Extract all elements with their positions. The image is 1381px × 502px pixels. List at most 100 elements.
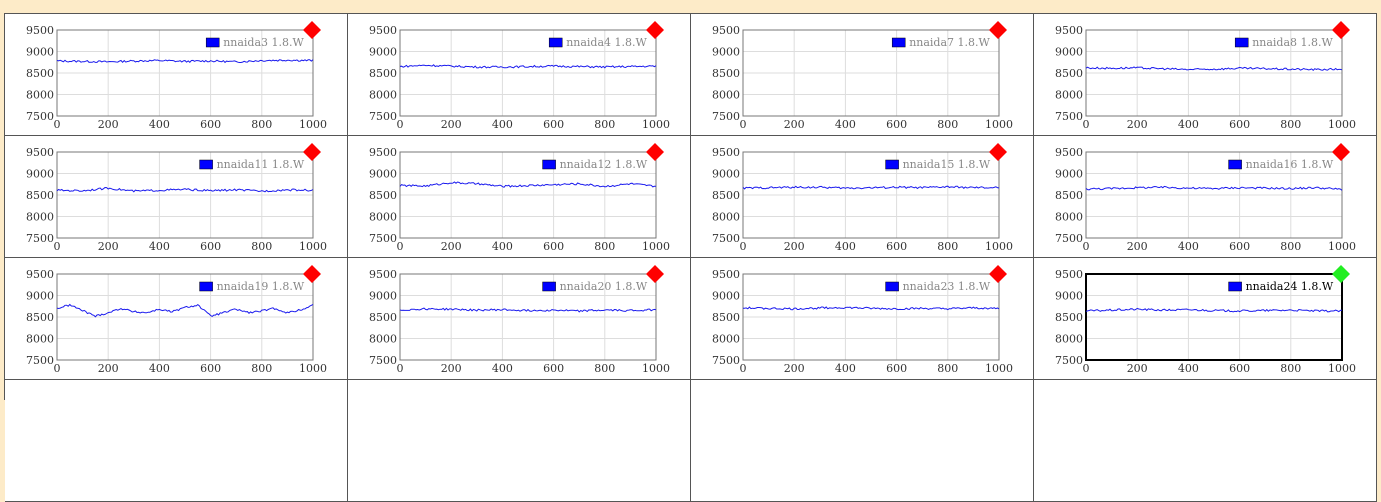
y-tick-label: 8500 xyxy=(1055,67,1083,80)
top-band xyxy=(0,0,1381,13)
series-line xyxy=(742,185,1000,190)
status-diamond-icon[interactable] xyxy=(303,21,321,39)
chart-panel[interactable]: 9500 9000 8500 8000 7500 0 200 400 600 800 1000 nna… xyxy=(5,258,348,380)
x-tick-label: 800 xyxy=(251,240,272,253)
y-tick-label: 9000 xyxy=(26,290,54,303)
chart-panel[interactable]: 9500 9000 8500 8000 7500 0 200 400 600 800 1000 nna… xyxy=(691,136,1034,258)
chart-panel[interactable]: 9500 9000 8500 8000 7500 0 200 400 600 800 1000 nna… xyxy=(348,14,691,136)
x-tick-label: 200 xyxy=(441,118,462,131)
status-diamond-icon[interactable] xyxy=(989,143,1007,161)
y-tick-label: 7500 xyxy=(712,232,740,245)
x-tick-label: 600 xyxy=(543,118,564,131)
chart-panel[interactable]: 9500 9000 8500 8000 7500 0 200 400 600 800 1000 nna… xyxy=(1034,14,1377,136)
x-tick-label: 600 xyxy=(200,362,221,375)
y-tick-label: 9000 xyxy=(1055,168,1083,181)
x-tick-label: 1000 xyxy=(1328,118,1356,131)
x-tick-label: 1000 xyxy=(642,362,670,375)
legend-label: nnaida24 1.8.W xyxy=(1246,280,1334,293)
x-tick-label: 600 xyxy=(1229,362,1250,375)
x-tick-label: 600 xyxy=(886,362,907,375)
y-tick-label: 9500 xyxy=(712,268,740,281)
y-tick-label: 7500 xyxy=(369,110,397,123)
x-tick-label: 1000 xyxy=(1328,240,1356,253)
y-tick-label: 9000 xyxy=(26,168,54,181)
x-tick-label: 1000 xyxy=(299,362,327,375)
series-line xyxy=(399,64,657,69)
y-tick-label: 9500 xyxy=(26,268,54,281)
chart-panel[interactable]: 9500 9000 8500 8000 7500 0 200 400 600 800 1000 nna… xyxy=(348,258,691,380)
plot-frame xyxy=(56,273,314,361)
series-line xyxy=(56,303,314,318)
x-tick-label: 200 xyxy=(98,240,119,253)
status-diamond-icon[interactable] xyxy=(303,143,321,161)
status-diamond-icon[interactable] xyxy=(646,21,664,39)
y-tick-label: 8500 xyxy=(369,311,397,324)
y-tick-label: 9500 xyxy=(369,146,397,159)
x-tick-label: 800 xyxy=(594,240,615,253)
y-tick-label: 8000 xyxy=(369,211,397,224)
y-tick-label: 9000 xyxy=(369,46,397,59)
x-tick-label: 800 xyxy=(1280,118,1301,131)
chart-panel[interactable]: 9500 9000 8500 8000 7500 0 200 400 600 800 1000 nna… xyxy=(5,14,348,136)
x-tick-label: 600 xyxy=(543,362,564,375)
x-tick-label: 600 xyxy=(886,240,907,253)
status-diamond-icon[interactable] xyxy=(989,21,1007,39)
status-diamond-icon[interactable] xyxy=(989,265,1007,283)
x-tick-label: 800 xyxy=(1280,240,1301,253)
status-diamond-icon[interactable] xyxy=(1332,143,1350,161)
x-tick-label: 200 xyxy=(784,118,805,131)
status-diamond-icon[interactable] xyxy=(646,143,664,161)
status-diamond-icon[interactable] xyxy=(1332,265,1350,283)
x-tick-label: 400 xyxy=(1178,362,1199,375)
y-tick-label: 8500 xyxy=(26,189,54,202)
chart-panel[interactable]: 9500 9000 8500 8000 7500 0 200 400 600 800 1000 nna… xyxy=(1034,258,1377,380)
x-tick-label: 600 xyxy=(1229,118,1250,131)
x-tick-label: 600 xyxy=(1229,240,1250,253)
y-tick-label: 7500 xyxy=(712,110,740,123)
y-tick-label: 8000 xyxy=(26,333,54,346)
status-diamond-icon[interactable] xyxy=(303,265,321,283)
x-tick-label: 0 xyxy=(54,362,61,375)
x-tick-label: 400 xyxy=(1178,240,1199,253)
y-tick-label: 7500 xyxy=(712,354,740,367)
legend-swatch xyxy=(199,281,213,292)
x-tick-label: 400 xyxy=(492,240,513,253)
legend-swatch xyxy=(885,159,899,170)
x-tick-label: 1000 xyxy=(985,240,1013,253)
series-line xyxy=(56,186,314,193)
series-line xyxy=(399,181,657,188)
y-tick-label: 8000 xyxy=(1055,333,1083,346)
y-tick-label: 8500 xyxy=(712,67,740,80)
x-tick-label: 400 xyxy=(835,240,856,253)
empty-chart-panel xyxy=(1034,380,1377,502)
x-tick-label: 400 xyxy=(149,118,170,131)
x-tick-label: 400 xyxy=(1178,118,1199,131)
legend-label: nnaida8 1.8.W xyxy=(1252,36,1333,49)
chart-panel[interactable]: 9500 9000 8500 8000 7500 0 200 400 600 800 1000 nna… xyxy=(1034,136,1377,258)
chart-panel[interactable]: 9500 9000 8500 8000 7500 0 200 400 600 800 1000 nna… xyxy=(348,136,691,258)
legend-label: nnaida15 1.8.W xyxy=(903,158,991,171)
x-tick-label: 400 xyxy=(492,362,513,375)
legend-label: nnaida4 1.8.W xyxy=(566,36,647,49)
legend-label: nnaida23 1.8.W xyxy=(903,280,991,293)
legend-label: nnaida12 1.8.W xyxy=(560,158,648,171)
y-tick-label: 9000 xyxy=(369,290,397,303)
x-tick-label: 600 xyxy=(200,118,221,131)
chart-panel[interactable]: 9500 9000 8500 8000 7500 0 200 400 600 800 1000 nna… xyxy=(691,258,1034,380)
chart-panel[interactable]: 9500 9000 8500 8000 7500 0 200 400 600 800 1000 nna… xyxy=(5,136,348,258)
chart-panel[interactable]: 9500 9000 8500 8000 7500 0 200 400 600 800 1000 nna… xyxy=(691,14,1034,136)
status-diamond-icon[interactable] xyxy=(1332,21,1350,39)
x-tick-label: 200 xyxy=(441,362,462,375)
status-diamond-icon[interactable] xyxy=(646,265,664,283)
y-tick-label: 7500 xyxy=(26,354,54,367)
y-tick-label: 9500 xyxy=(369,24,397,37)
y-tick-label: 9500 xyxy=(1055,24,1083,37)
y-tick-label: 8500 xyxy=(369,67,397,80)
y-tick-label: 8500 xyxy=(369,189,397,202)
